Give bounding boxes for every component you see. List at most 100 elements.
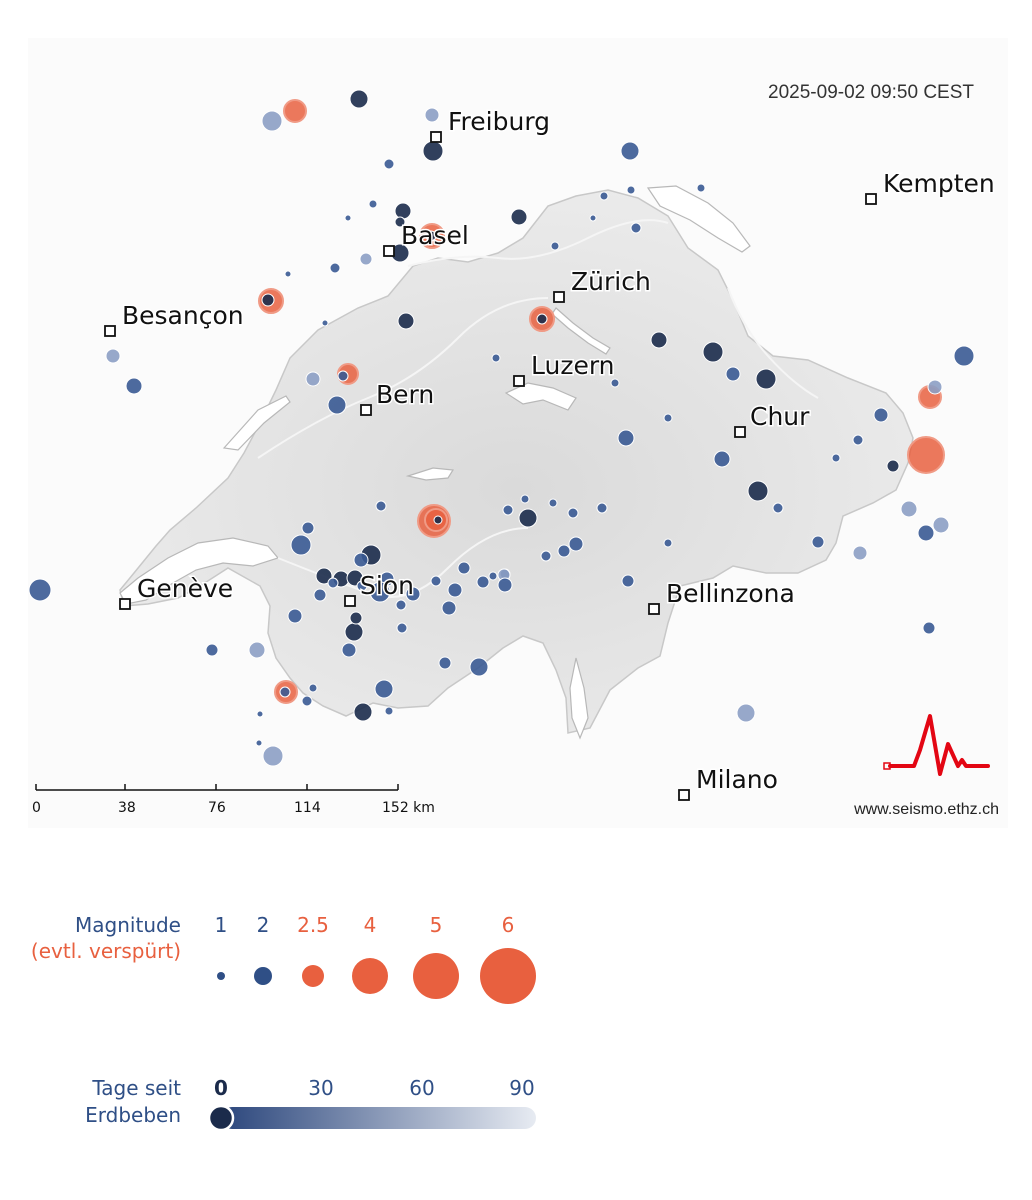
earthquake-dot[interactable] <box>557 544 571 558</box>
earthquake-dot[interactable] <box>540 550 552 562</box>
earthquake-dot[interactable] <box>315 567 333 585</box>
earthquake-dot[interactable] <box>630 222 642 234</box>
earthquake-dot[interactable] <box>621 574 635 588</box>
earthquake-dot[interactable] <box>497 577 513 593</box>
earthquake-dot[interactable] <box>344 214 352 222</box>
earthquake-dot[interactable] <box>811 535 825 549</box>
earthquake-dot[interactable] <box>696 183 706 193</box>
earthquake-dot[interactable] <box>394 216 406 228</box>
earthquake-dot[interactable] <box>397 312 415 330</box>
earthquake-dot[interactable] <box>927 379 943 395</box>
earthquake-dot[interactable] <box>287 608 303 624</box>
earthquake-dot[interactable] <box>308 683 318 693</box>
earthquake-dot[interactable] <box>620 141 640 161</box>
earthquake-dot[interactable] <box>301 521 315 535</box>
earthquake-dot[interactable] <box>261 293 275 307</box>
earthquake-dot[interactable] <box>395 599 407 611</box>
earthquake-dot[interactable] <box>599 191 609 201</box>
earthquake-dot[interactable] <box>369 581 391 603</box>
earthquake-dot[interactable] <box>396 622 408 634</box>
earthquake-dot[interactable] <box>313 588 327 602</box>
earthquake-dot[interactable] <box>932 516 950 534</box>
earthquake-dot[interactable] <box>747 480 769 502</box>
earthquake-dot[interactable] <box>922 621 936 635</box>
earthquake-dot[interactable] <box>341 642 357 658</box>
earthquake-dot[interactable] <box>279 686 291 698</box>
earthquake-dot[interactable] <box>422 140 444 162</box>
earthquake-dot[interactable] <box>476 575 490 589</box>
earthquake-dot[interactable] <box>327 395 347 415</box>
earthquake-dot[interactable] <box>852 434 864 446</box>
earthquake-dot[interactable] <box>290 534 312 556</box>
switzerland-map[interactable]: Freiburg Kempten Basel Zürich Besançon Luzern… <box>28 38 1008 828</box>
earthquake-dot[interactable] <box>301 695 313 707</box>
earthquake-dot[interactable] <box>447 582 463 598</box>
earthquake-dot[interactable] <box>384 706 394 716</box>
earthquake-dot[interactable] <box>550 241 560 251</box>
earthquake-dot[interactable] <box>873 407 889 423</box>
earthquake-dot[interactable] <box>831 453 841 463</box>
earthquake-dot[interactable] <box>548 498 558 508</box>
earthquake-dot[interactable] <box>736 703 756 723</box>
earthquake-dot[interactable] <box>626 185 636 195</box>
earthquake-dot[interactable] <box>596 502 608 514</box>
earthquake-dot[interactable] <box>663 538 673 548</box>
earthquake-dot[interactable] <box>518 508 538 528</box>
earthquake-dot[interactable] <box>349 89 369 109</box>
earthquake-dot[interactable] <box>469 657 489 677</box>
earthquake-dot[interactable] <box>917 524 935 542</box>
earthquake-dot[interactable] <box>353 552 369 568</box>
earthquake-dot[interactable] <box>488 571 498 581</box>
earthquake-dot[interactable] <box>329 262 341 274</box>
earthquake-dot[interactable] <box>356 580 368 592</box>
earthquake-dot[interactable] <box>394 202 412 220</box>
earthquake-dot[interactable] <box>457 561 471 575</box>
earthquake-dot[interactable] <box>567 507 579 519</box>
earthquake-dot[interactable] <box>438 656 452 670</box>
earthquake-dot[interactable] <box>425 230 437 242</box>
earthquake-dot[interactable] <box>255 739 263 747</box>
earthquake-dot[interactable] <box>262 745 284 767</box>
earthquake-dot[interactable] <box>125 377 143 395</box>
earthquake-dot[interactable] <box>383 158 395 170</box>
earthquake-dot[interactable] <box>374 679 394 699</box>
earthquake-dot[interactable] <box>344 622 364 642</box>
earthquake-dot[interactable] <box>536 313 548 325</box>
earthquake-dot[interactable] <box>491 353 501 363</box>
earthquake-dot[interactable] <box>702 341 724 363</box>
earthquake-dot[interactable] <box>261 110 283 132</box>
earthquake-dot[interactable] <box>772 502 784 514</box>
earthquake-dot[interactable] <box>610 378 620 388</box>
earthquake-dot[interactable] <box>441 600 457 616</box>
earthquake-dot[interactable] <box>617 429 635 447</box>
earthquake-dot[interactable] <box>349 611 363 625</box>
earthquake-dot[interactable] <box>284 270 292 278</box>
earthquake-dot[interactable] <box>359 252 373 266</box>
earthquake-dot[interactable] <box>305 371 321 387</box>
earthquake-dot[interactable] <box>430 575 442 587</box>
earthquake-dot[interactable] <box>650 331 668 349</box>
earthquake-dot[interactable] <box>900 500 918 518</box>
earthquake-dot[interactable] <box>886 459 900 473</box>
earthquake-dot[interactable] <box>368 199 378 209</box>
earthquake-dot[interactable] <box>520 494 530 504</box>
earthquake-dot[interactable] <box>502 504 514 516</box>
earthquake-dot[interactable] <box>663 413 673 423</box>
earthquake-dot[interactable] <box>953 345 975 367</box>
earthquake-dot[interactable] <box>589 214 597 222</box>
earthquake-dot[interactable] <box>283 99 307 123</box>
earthquake-dot[interactable] <box>405 586 421 602</box>
earthquake-dot[interactable] <box>248 641 266 659</box>
earthquake-dot[interactable] <box>510 208 528 226</box>
earthquake-dot[interactable] <box>907 436 945 474</box>
earthquake-dot[interactable] <box>755 368 777 390</box>
credit-link[interactable]: www.seismo.ethz.ch <box>853 801 999 818</box>
earthquake-dot[interactable] <box>852 545 868 561</box>
earthquake-dot[interactable] <box>713 450 731 468</box>
earthquake-dot[interactable] <box>353 702 373 722</box>
earthquake-dot[interactable] <box>433 515 443 525</box>
earthquake-dot[interactable] <box>725 366 741 382</box>
earthquake-dot[interactable] <box>568 536 584 552</box>
earthquake-dot[interactable] <box>28 578 52 602</box>
earthquake-dot[interactable] <box>424 107 440 123</box>
